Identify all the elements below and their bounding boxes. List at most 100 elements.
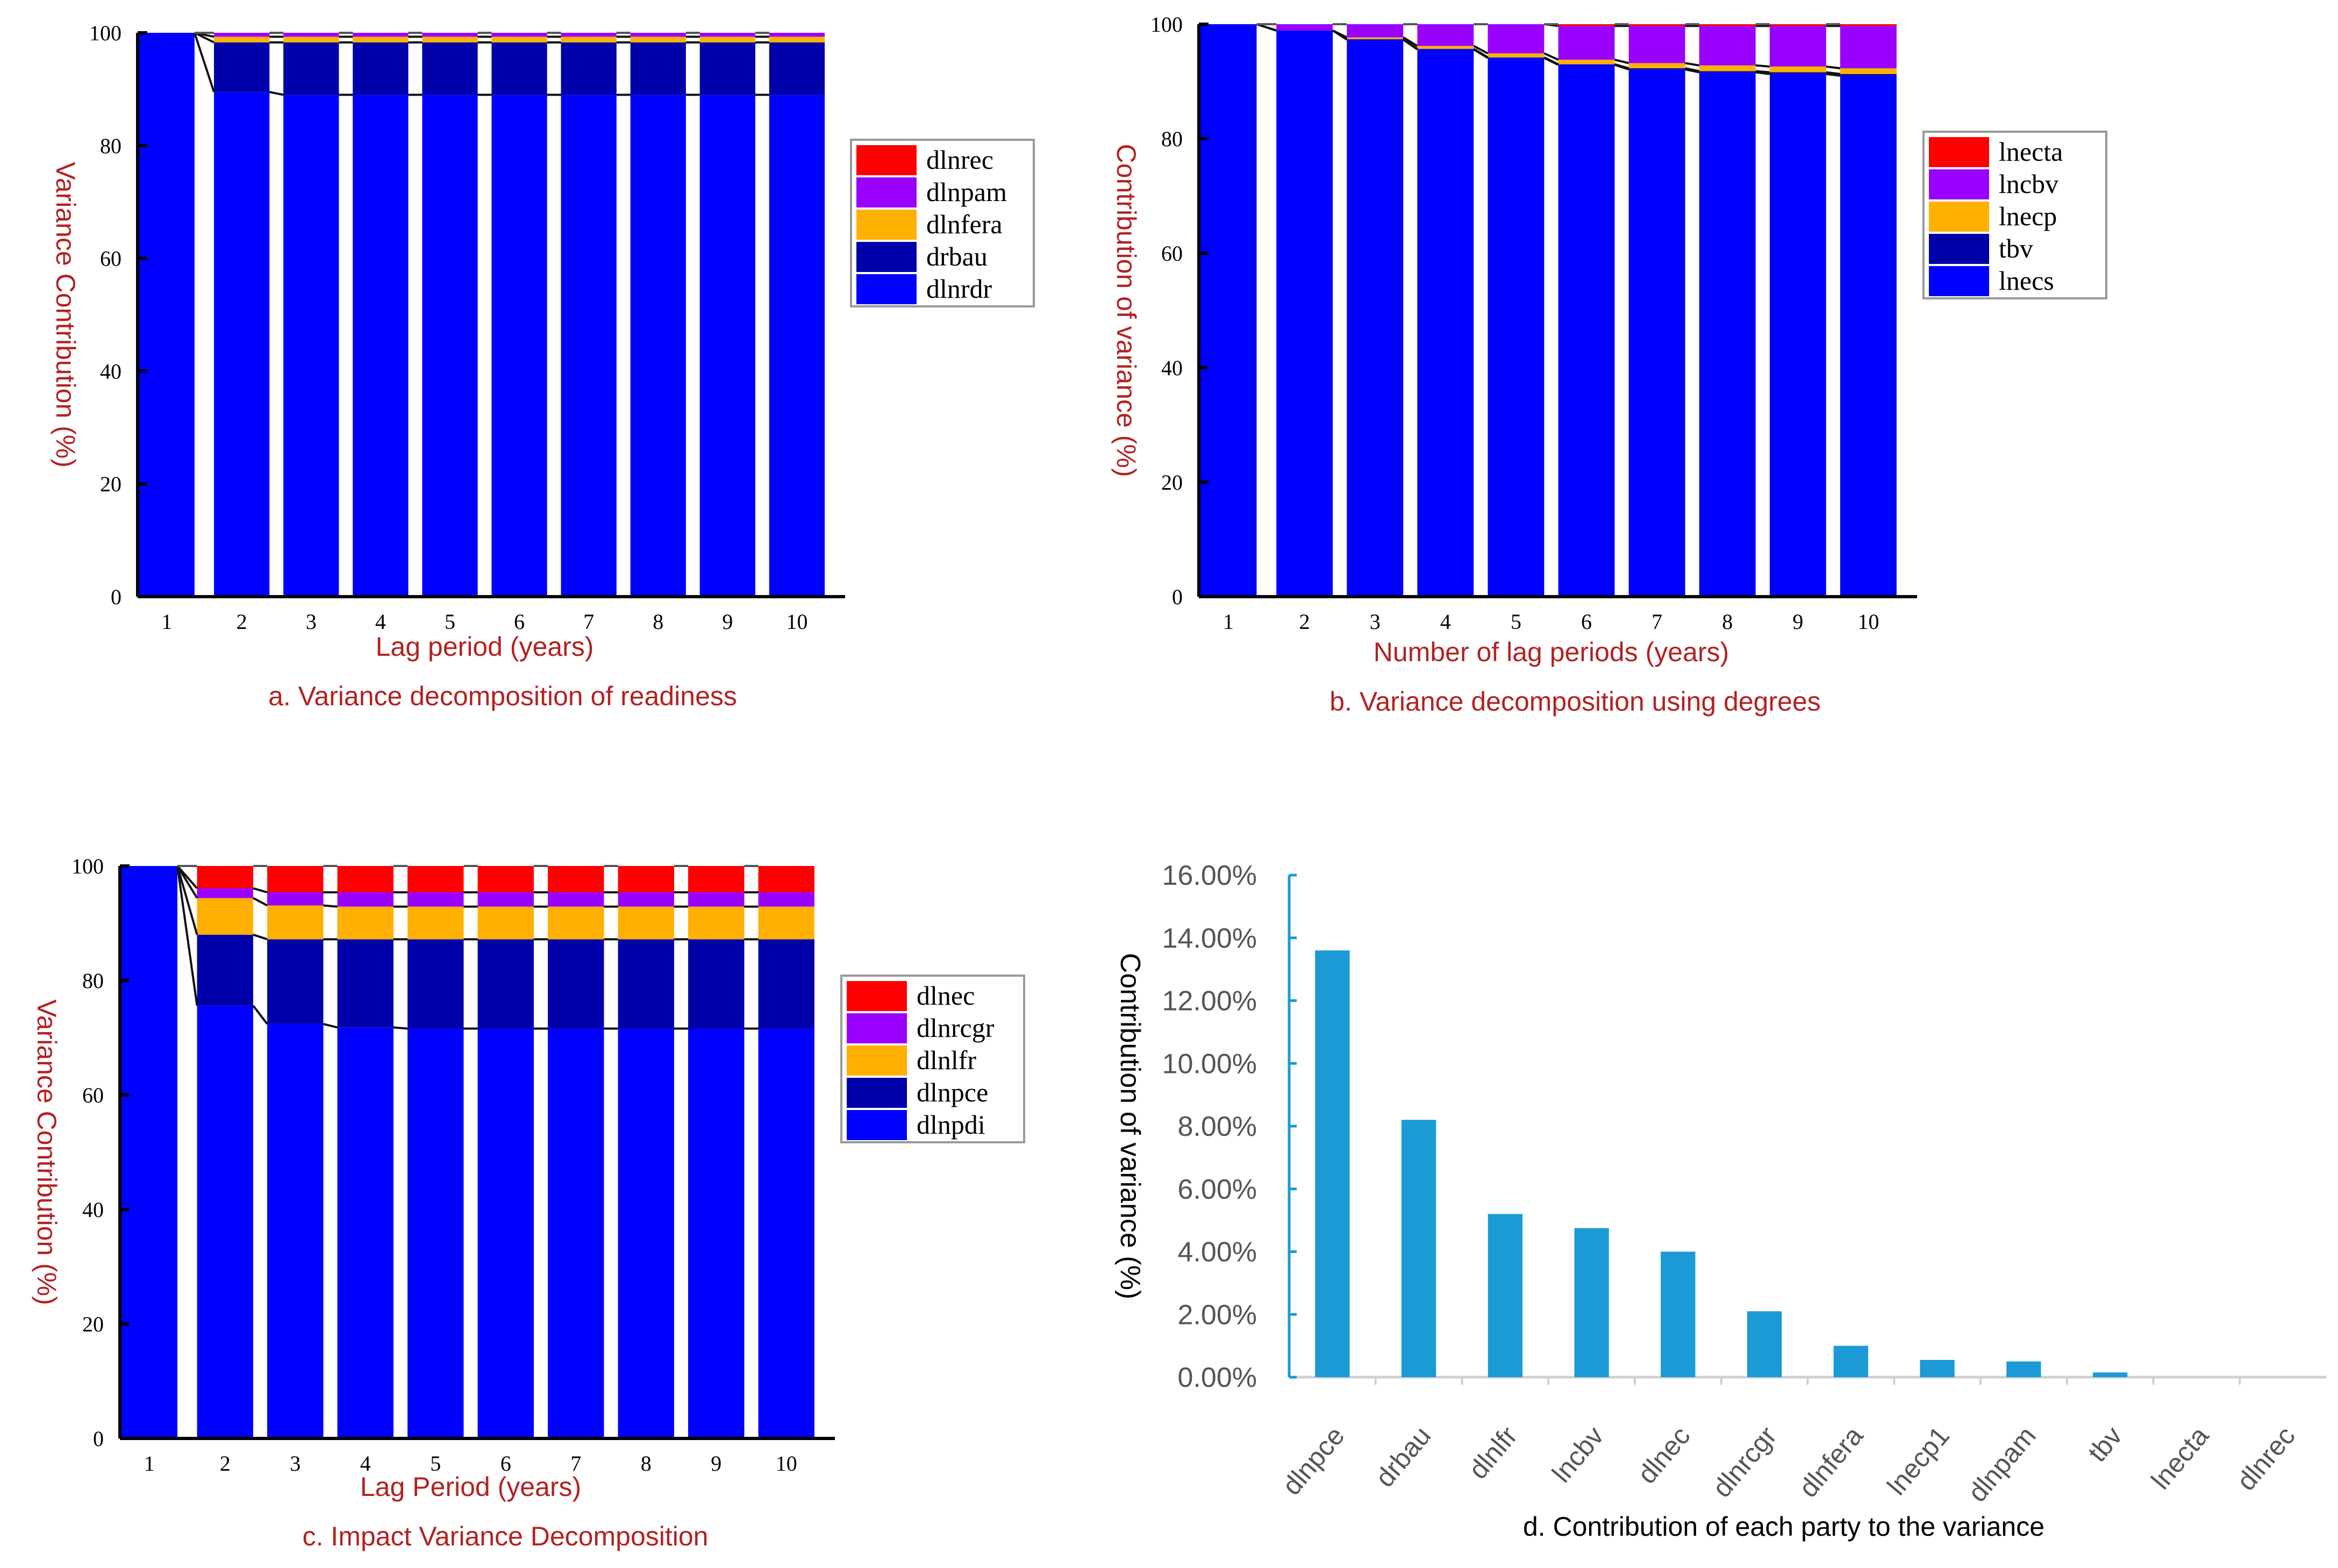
bar-segment-dlnpdi <box>407 1028 464 1438</box>
bar-lncbv <box>1574 1228 1609 1377</box>
legend-swatch-dlnfera <box>856 210 917 240</box>
x-tick-label: 4 <box>360 1451 371 1476</box>
connector-line <box>1332 29 1348 39</box>
connector-line <box>1755 70 1770 74</box>
x-tick-label: 4 <box>1440 610 1451 634</box>
x-tick-label: 8 <box>641 1451 652 1476</box>
legend-label: drbau <box>926 241 988 271</box>
bar-segment-dlnrcgr <box>337 892 394 907</box>
bar-segment-dlnrdr <box>214 92 270 597</box>
bar-segment-drbau <box>283 42 339 95</box>
bar-segment-dlnpdi <box>197 1005 253 1438</box>
x-tick-label: 2 <box>1299 610 1310 634</box>
bar-segment-tbv <box>1699 71 1756 73</box>
legend-swatch-tbv <box>1929 234 1989 264</box>
connector-line <box>323 1022 338 1029</box>
bar-segment-dlnlfr <box>618 906 674 940</box>
x-tick-label: 2 <box>237 610 247 634</box>
y-tick-label: 14.00% <box>1162 923 1257 954</box>
bar-segment-dlnlfr <box>477 906 534 940</box>
connector-line <box>1543 56 1559 66</box>
bar-segment-dlnrdr <box>769 95 825 597</box>
bar-segment-lnecta <box>1699 24 1756 26</box>
legend-label: lnecp <box>1999 201 2057 231</box>
x-tick-label: dlnrec <box>2231 1421 2301 1496</box>
x-tick-label: tbv <box>2082 1421 2128 1467</box>
bar-segment-dlnpce <box>688 939 745 1029</box>
x-tick-label: 9 <box>722 610 733 634</box>
x-tick-label: 7 <box>583 610 594 634</box>
x-tick-label: 3 <box>306 610 317 634</box>
y-tick-label: 20 <box>82 1312 104 1336</box>
bar-segment-dlnec <box>407 866 464 892</box>
bar-segment-dlnlfr <box>758 906 814 940</box>
legend-swatch-dlnpce <box>847 1078 907 1108</box>
y-tick-label: 60 <box>1161 241 1183 266</box>
bar-segment-dlnfera <box>630 37 686 42</box>
connector-line <box>1755 71 1770 75</box>
bar-segment-dlnrdr <box>630 95 686 597</box>
chart-caption: a. Variance decomposition of readiness <box>268 681 737 711</box>
x-tick-label: 6 <box>501 1451 511 1476</box>
bar-segment-dlnrdr <box>699 95 755 597</box>
bar-segment-dlnfera <box>561 37 617 42</box>
x-tick-label: 5 <box>430 1451 441 1476</box>
x-axis-label: Number of lag periods (years) <box>1374 637 1729 667</box>
x-tick-label: 7 <box>570 1451 581 1476</box>
bar-segment-dlnrcgr <box>197 888 253 898</box>
x-tick-label: dlnfera <box>1793 1421 1869 1503</box>
x-tick-label: lnecta <box>2146 1421 2215 1495</box>
bar-segment-dlnec <box>618 866 674 892</box>
y-tick-label: 20 <box>100 472 121 496</box>
x-tick-label: 6 <box>1581 610 1592 634</box>
y-tick-label: 80 <box>1161 127 1183 151</box>
connector-line <box>1685 67 1700 73</box>
bar-segment-tbv <box>1628 68 1685 70</box>
bar-segment-dlnpam <box>769 33 825 37</box>
connector-line <box>269 91 284 96</box>
legend-label: dlnlfr <box>917 1045 976 1075</box>
connector-line <box>1403 38 1418 50</box>
x-tick-label: 10 <box>786 610 807 634</box>
y-tick-label: 60 <box>100 247 121 271</box>
bar-lnecp1 <box>1920 1359 1955 1377</box>
connector-line <box>1755 64 1770 68</box>
bar-segment-lnecta <box>1769 24 1826 26</box>
y-tick-label: 8.00% <box>1178 1111 1257 1142</box>
bar-segment-dlnpam <box>630 33 686 37</box>
chart-b-variance-degrees: 0 20 40 60 80 100 1 2 3 4 5 6 7 8 9 10 Number of lag per… <box>1111 12 2107 717</box>
connector-line <box>1473 45 1489 55</box>
connector-line <box>1614 59 1629 65</box>
bar-segment-lnecp <box>1347 37 1404 39</box>
bar-dlnlfr <box>1488 1214 1523 1377</box>
bar-segment-dlnpce <box>758 939 814 1029</box>
bar-segment-lnecs <box>1488 58 1545 597</box>
connector-line <box>1543 52 1559 61</box>
bar-segment-dlnlfr <box>337 906 394 940</box>
bar-segment-lnecta <box>1840 24 1897 26</box>
legend-swatch-lnecta <box>1929 137 1989 167</box>
bar-segment-lncbv <box>1840 26 1897 69</box>
bar-segment-lnecp <box>1488 53 1545 58</box>
connector-line <box>252 1005 268 1025</box>
connector-line <box>1403 36 1418 47</box>
bar-segment-dlnrdr <box>353 95 409 597</box>
x-tick-label: dlnpam <box>1962 1421 2041 1508</box>
legend-label: dlnrcgr <box>917 1013 995 1043</box>
bar-segment-lncbv <box>1699 26 1756 66</box>
y-tick-label: 0 <box>111 585 121 609</box>
bar-segment-lnecs <box>1840 75 1897 597</box>
x-tick-label: 10 <box>776 1451 797 1476</box>
x-tick-label: lncbv <box>1546 1421 1610 1488</box>
x-tick-label: 1 <box>161 610 172 634</box>
y-tick-label: 40 <box>100 359 121 383</box>
x-tick-label: 8 <box>1722 610 1733 634</box>
bar-segment-dlnpce <box>618 939 674 1029</box>
legend-swatch-lnecs <box>1929 266 1989 296</box>
y-tick-label: 60 <box>82 1083 104 1107</box>
bar-segment-dlnlfr <box>688 906 745 940</box>
connector-line <box>1614 63 1629 69</box>
bar-segment-lnecs <box>1699 72 1756 597</box>
bar-segment-drbau <box>422 42 478 95</box>
